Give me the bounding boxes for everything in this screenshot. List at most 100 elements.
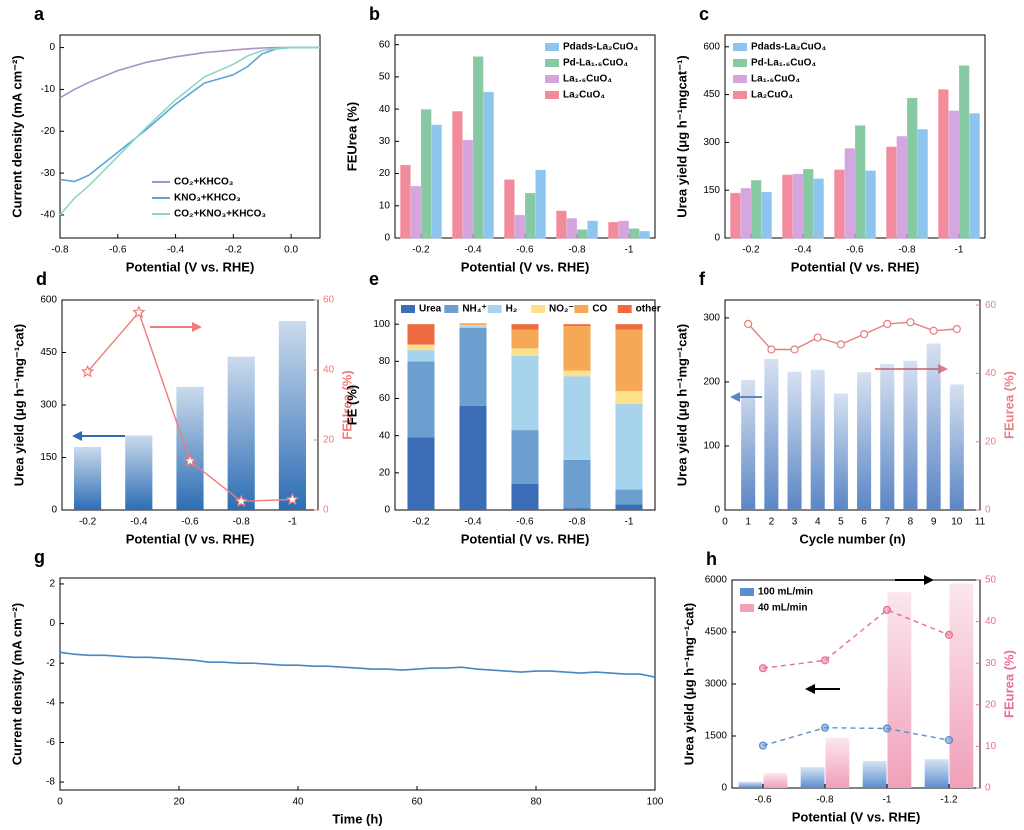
legend-swatch [740, 604, 754, 612]
y-tick-label: 10 [379, 200, 391, 211]
x-tick-label: 6 [861, 517, 867, 528]
x-tick-label: -0.8 [898, 245, 916, 256]
bar [907, 97, 918, 239]
data-point [80, 364, 95, 378]
legend-swatch [574, 305, 589, 313]
x-tick-label: -0.8 [568, 245, 586, 256]
bar-segment [407, 361, 435, 438]
y2-tick-label: 50 [985, 575, 997, 586]
data-point [813, 333, 822, 342]
data-point [882, 724, 892, 733]
bar-segment [459, 327, 487, 406]
data-point [744, 319, 753, 329]
bar-segment [407, 350, 435, 362]
legend-label: KNO₃+KHCO₃ [174, 193, 241, 204]
y-tick-label: 20 [379, 168, 391, 179]
y-tick-label: 60 [379, 393, 391, 404]
legend-label: 100 mL/min [758, 587, 813, 598]
bar [813, 178, 824, 239]
bar [844, 148, 855, 239]
legend-label: Urea [419, 304, 442, 315]
legend-swatch [545, 59, 559, 67]
x-axis-label: Potential (V vs. RHE) [126, 259, 255, 274]
data-point [758, 741, 768, 750]
bar [608, 222, 619, 239]
data-point [285, 492, 300, 506]
bar [74, 447, 102, 510]
bar [938, 89, 949, 239]
bar [618, 220, 629, 239]
bar [741, 380, 756, 510]
bar [738, 781, 763, 788]
bar [483, 91, 494, 239]
data-point [183, 453, 197, 467]
bar [587, 220, 598, 239]
data-line [59, 651, 656, 678]
bar-segment [511, 355, 539, 431]
legend-swatch [733, 43, 747, 51]
y2-tick-label: 0 [323, 505, 329, 516]
x-tick-label: -1 [883, 795, 892, 806]
data-point [929, 326, 938, 335]
legend-swatch [401, 305, 415, 313]
bar [803, 168, 814, 239]
bar-segment [511, 483, 539, 510]
panel-label: g [34, 547, 45, 567]
bar-segment [563, 376, 591, 460]
data-point [944, 630, 954, 640]
x-axis-label: Potential (V vs. RHE) [461, 531, 590, 546]
x-axis-label: Potential (V vs. RHE) [792, 809, 921, 824]
legend-swatch [487, 305, 502, 313]
y-tick-label: 20 [379, 467, 391, 478]
data-point [882, 605, 892, 615]
y-axis-label: Urea yield (μg h⁻¹mg⁻¹cat) [681, 603, 696, 766]
x-tick-label: -1 [288, 517, 297, 528]
x-tick-label: 5 [838, 517, 844, 528]
y-tick-label: 600 [703, 41, 720, 52]
x-tick-label: 100 [647, 797, 664, 808]
bar-segment [563, 326, 591, 371]
bar [763, 773, 788, 788]
x-tick-label: -0.4 [464, 245, 482, 256]
data-point [836, 340, 846, 349]
y2-tick-label: 20 [985, 436, 997, 447]
data-line [762, 609, 950, 669]
bar-segment [615, 324, 643, 330]
y-tick-label: 40 [379, 104, 391, 115]
x-tick-label: 7 [884, 517, 890, 528]
bar-segment [459, 326, 487, 328]
legend-label: other [636, 304, 661, 315]
bar [400, 165, 411, 239]
bar [566, 218, 577, 239]
legend-label: La₁.₆CuO₄ [563, 74, 612, 85]
legend-label: CO₂+KNO₃+KHCO₃ [174, 209, 266, 220]
bar [751, 180, 762, 239]
x-tick-label: 60 [411, 797, 423, 808]
bar [800, 767, 825, 788]
bar-segment [563, 370, 591, 377]
legend-label: H₂ [506, 304, 518, 315]
bar [886, 146, 897, 239]
bar [577, 229, 588, 239]
bar-segment [459, 405, 487, 510]
panel-label: h [706, 549, 717, 569]
x-tick-label: 0 [722, 517, 728, 528]
bar [857, 372, 872, 510]
bar-segment [615, 391, 643, 405]
x-axis-label: Cycle number (n) [799, 531, 905, 546]
bar-segment [511, 329, 539, 349]
legend-swatch [531, 305, 545, 313]
data-point [790, 345, 799, 354]
y-axis-label: FE (%) [344, 385, 359, 425]
y-tick-label: 60 [379, 39, 391, 50]
data-point [859, 330, 869, 339]
bar-segment [511, 324, 539, 330]
x-tick-label: 80 [530, 797, 542, 808]
y-tick-label: 50 [379, 72, 391, 83]
legend-label: NH₄⁺ [462, 304, 487, 315]
bar-segment [511, 430, 539, 484]
data-point [234, 494, 248, 507]
legend-swatch [545, 91, 559, 99]
bar [525, 193, 536, 239]
